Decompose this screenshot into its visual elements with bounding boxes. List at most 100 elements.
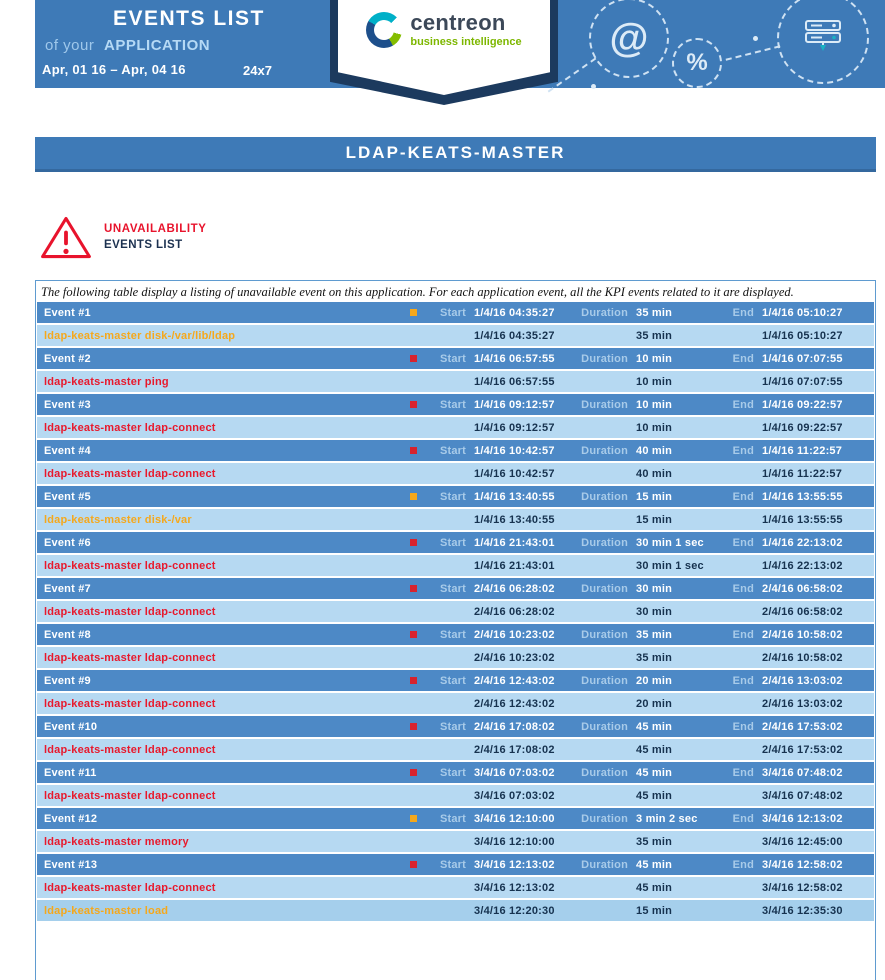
event-header-row: Event #3 Start 1/4/16 09:12:57 Duration 10 m… — [37, 394, 874, 415]
event-duration: 10 min — [636, 352, 673, 365]
duration-label: Duration — [581, 674, 628, 687]
centreon-c-icon — [366, 12, 403, 48]
kpi-start-time: 1/4/16 21:43:01 — [474, 559, 555, 572]
event-header-row: Event #2 Start 1/4/16 06:57:55 Duration 10 m… — [37, 348, 874, 369]
kpi-event-row: ldap-keats-master ldap-connect 2/4/16 17:… — [37, 739, 874, 760]
kpi-start-time: 1/4/16 13:40:55 — [474, 513, 555, 526]
percent-icon: % — [672, 38, 722, 88]
severity-square-icon — [410, 516, 428, 523]
event-end-time: 1/4/16 09:22:57 — [762, 398, 843, 411]
start-label: Start — [439, 306, 466, 319]
kpi-event-row: ldap-keats-master ldap-connect 2/4/16 12:… — [37, 693, 874, 714]
start-label: Start — [439, 812, 466, 825]
event-header-row: Event #1 Start 1/4/16 04:35:27 Duration 35 m… — [37, 302, 874, 323]
event-start-time: 2/4/16 06:28:02 — [474, 582, 555, 595]
end-label: End — [732, 858, 754, 871]
kpi-duration: 40 min — [636, 467, 673, 480]
event-start-time: 2/4/16 10:23:02 — [474, 628, 555, 641]
event-header-row: Event #10 Start 2/4/16 17:08:02 Duration 45 … — [37, 716, 874, 737]
kpi-duration: 45 min — [636, 743, 673, 756]
severity-square-icon — [410, 447, 428, 454]
event-name: Event #10 — [44, 720, 98, 733]
start-label: Start — [439, 444, 466, 457]
event-end-time: 1/4/16 05:10:27 — [762, 306, 843, 319]
event-end-time: 3/4/16 12:13:02 — [762, 812, 843, 825]
start-label: Start — [439, 720, 466, 733]
kpi-name: ldap-keats-master ldap-connect — [44, 559, 216, 572]
kpi-end-time: 1/4/16 11:22:57 — [762, 467, 843, 480]
table-description: The following table display a listing of… — [41, 285, 794, 299]
event-name: Event #7 — [44, 582, 91, 595]
kpi-end-time: 1/4/16 05:10:27 — [762, 329, 843, 342]
event-duration: 45 min — [636, 858, 673, 871]
kpi-event-row: ldap-keats-master memory 3/4/16 12:10:00 3… — [37, 831, 874, 852]
kpi-duration: 15 min — [636, 904, 673, 917]
duration-label: Duration — [581, 444, 628, 457]
decorative-dot — [753, 36, 758, 41]
severity-square-icon — [410, 539, 428, 546]
kpi-end-time: 1/4/16 09:22:57 — [762, 421, 843, 434]
kpi-event-row: ldap-keats-master ldap-connect 3/4/16 07:… — [37, 785, 874, 806]
kpi-start-time: 1/4/16 04:35:27 — [474, 329, 555, 342]
end-label: End — [732, 720, 754, 733]
start-label: Start — [439, 536, 466, 549]
event-end-time: 3/4/16 07:48:02 — [762, 766, 843, 779]
event-name: Event #4 — [44, 444, 91, 457]
severity-square-icon — [410, 654, 428, 661]
kpi-end-time: 2/4/16 13:03:02 — [762, 697, 843, 710]
report-date-range: Apr, 01 16 – Apr, 04 16 — [42, 62, 186, 77]
end-label: End — [732, 352, 754, 365]
event-duration: 3 min 2 sec — [636, 812, 698, 825]
kpi-start-time: 1/4/16 09:12:57 — [474, 421, 555, 434]
event-end-time: 2/4/16 13:03:02 — [762, 674, 843, 687]
kpi-name: ldap-keats-master ldap-connect — [44, 467, 216, 480]
severity-square-icon — [410, 861, 428, 868]
kpi-duration: 15 min — [636, 513, 673, 526]
kpi-end-time: 1/4/16 13:55:55 — [762, 513, 843, 526]
kpi-name: ldap-keats-master disk-/var — [44, 513, 192, 526]
kpi-duration: 35 min — [636, 651, 673, 664]
kpi-start-time: 3/4/16 12:13:02 — [474, 881, 555, 894]
event-start-time: 2/4/16 17:08:02 — [474, 720, 555, 733]
event-duration: 35 min — [636, 628, 673, 641]
event-header-row: Event #12 Start 3/4/16 12:10:00 Duration 3 m… — [37, 808, 874, 829]
kpi-name: ldap-keats-master ldap-connect — [44, 743, 216, 756]
kpi-duration: 30 min 1 sec — [636, 559, 704, 572]
end-label: End — [732, 490, 754, 503]
event-start-time: 1/4/16 04:35:27 — [474, 306, 555, 319]
severity-square-icon — [410, 562, 428, 569]
event-duration: 40 min — [636, 444, 673, 457]
kpi-duration: 35 min — [636, 329, 673, 342]
severity-square-icon — [410, 884, 428, 891]
severity-square-icon — [410, 815, 428, 822]
kpi-end-time: 3/4/16 12:45:00 — [762, 835, 843, 848]
kpi-event-row: ldap-keats-master ldap-connect 3/4/16 12:… — [37, 877, 874, 898]
dashed-connector — [725, 45, 781, 61]
event-header-row: Event #11 Start 3/4/16 07:03:02 Duration 45 … — [37, 762, 874, 783]
event-name: Event #2 — [44, 352, 91, 365]
event-start-time: 1/4/16 09:12:57 — [474, 398, 555, 411]
logo-tagline: business intelligence — [410, 36, 522, 48]
kpi-duration: 10 min — [636, 421, 673, 434]
end-label: End — [732, 306, 754, 319]
report-subtitle-prefix: of your — [45, 37, 95, 54]
kpi-start-time: 1/4/16 10:42:57 — [474, 467, 555, 480]
page-title: LDAP-KEATS-MASTER — [35, 137, 876, 172]
kpi-start-time: 2/4/16 10:23:02 — [474, 651, 555, 664]
severity-square-icon — [410, 424, 428, 431]
kpi-end-time: 2/4/16 10:58:02 — [762, 651, 843, 664]
kpi-name: ldap-keats-master memory — [44, 835, 189, 848]
event-name: Event #11 — [44, 766, 97, 779]
start-label: Start — [439, 490, 466, 503]
kpi-name: ldap-keats-master ldap-connect — [44, 697, 216, 710]
kpi-event-row: ldap-keats-master ldap-connect 1/4/16 09:… — [37, 417, 874, 438]
severity-square-icon — [410, 332, 428, 339]
section-title-line2: EVENTS LIST — [104, 238, 183, 251]
event-name: Event #9 — [44, 674, 91, 687]
event-duration: 30 min 1 sec — [636, 536, 704, 549]
kpi-duration: 45 min — [636, 881, 673, 894]
event-duration: 20 min — [636, 674, 673, 687]
kpi-end-time: 2/4/16 06:58:02 — [762, 605, 843, 618]
centreon-logo: centreon business intelligence — [366, 12, 522, 48]
event-duration: 35 min — [636, 306, 673, 319]
